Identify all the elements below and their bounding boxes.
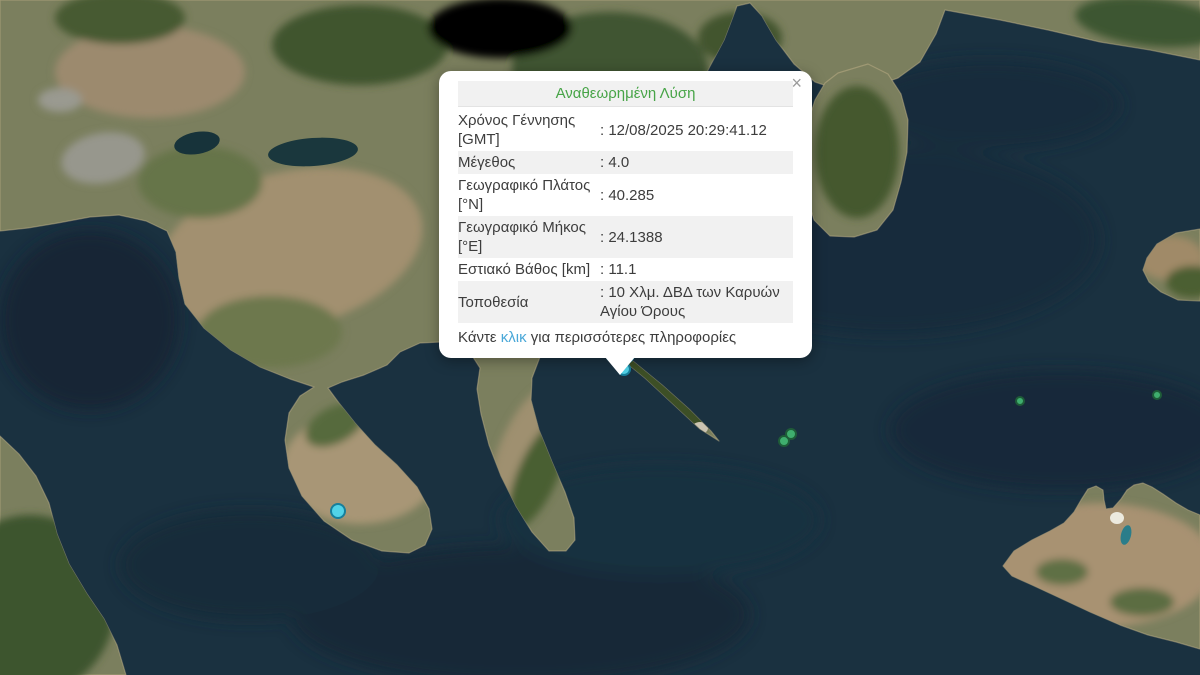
close-icon[interactable]: × [791, 73, 802, 93]
row-label: Γεωγραφικό Πλάτος [°N] [458, 177, 591, 213]
row-value: : 11.1 [600, 261, 637, 278]
earthquake-marker-recent[interactable] [330, 503, 346, 519]
popup-footer: Κάντε κλικ για περισσότερες πληροφορίες [458, 328, 793, 347]
table-row: Χρόνος Γέννησης [GMT] : 12/08/2025 20:29… [458, 109, 793, 151]
row-label: Χρόνος Γέννησης [GMT] [458, 112, 576, 148]
row-value: : 10 Χλμ. ΔΒΔ των Καρυών Αγίου Όρους [600, 284, 780, 320]
row-value: : 24.1388 [600, 228, 663, 246]
more-info-link[interactable]: κλικ [500, 329, 527, 346]
earthquake-marker-older[interactable] [1152, 390, 1162, 400]
earthquake-marker-older[interactable] [785, 428, 797, 440]
table-row: Τοποθεσία : 10 Χλμ. ΔΒΔ των Καρυών Αγίου… [458, 281, 793, 323]
row-label: Μέγεθος [458, 154, 516, 171]
row-value: : 40.285 [600, 186, 655, 204]
row-value: : 4.0 [600, 154, 630, 171]
row-value: : 12/08/2025 20:29:41.12 [600, 121, 767, 139]
footer-text-prefix: Κάντε [458, 329, 501, 346]
table-row: Γεωγραφικό Μήκος [°E] : 24.1388 [458, 216, 793, 258]
popup-title: Αναθεωρημένη Λύση [458, 81, 793, 107]
row-label: Τοποθεσία [458, 293, 529, 311]
popup-table: Χρόνος Γέννησης [GMT] : 12/08/2025 20:29… [458, 109, 793, 323]
earthquake-marker-older[interactable] [1015, 396, 1025, 406]
row-label: Εστιακό Βάθος [km] [458, 261, 591, 278]
footer-text-suffix: για περισσότερες πληροφορίες [526, 329, 737, 346]
table-row: Εστιακό Βάθος [km] : 11.1 [458, 258, 793, 281]
table-row: Γεωγραφικό Πλάτος [°N] : 40.285 [458, 174, 793, 216]
table-row: Μέγεθος : 4.0 [458, 151, 793, 174]
earthquake-popup: × Αναθεωρημένη Λύση Χρόνος Γέννησης [GMT… [439, 71, 812, 375]
popup-tail [605, 357, 635, 375]
row-label: Γεωγραφικό Μήκος [°E] [458, 219, 586, 255]
